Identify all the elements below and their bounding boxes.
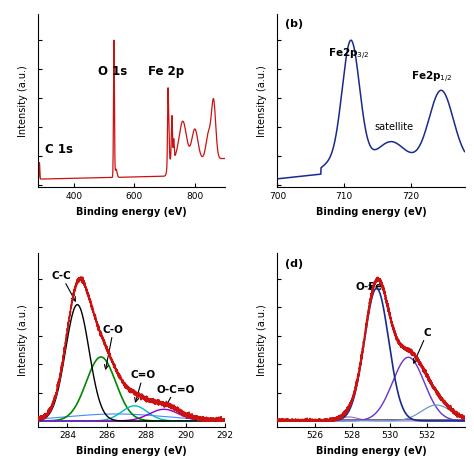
Text: Fe2p$_{1/2}$: Fe2p$_{1/2}$ bbox=[411, 70, 453, 85]
Text: O-Fe: O-Fe bbox=[356, 282, 383, 292]
Text: C-O: C-O bbox=[103, 325, 124, 369]
Text: (b): (b) bbox=[285, 19, 303, 29]
X-axis label: Binding energy (eV): Binding energy (eV) bbox=[76, 207, 187, 217]
X-axis label: Binding energy (eV): Binding energy (eV) bbox=[316, 207, 426, 217]
Y-axis label: Intensity (a.u.): Intensity (a.u.) bbox=[18, 304, 27, 376]
Text: C: C bbox=[413, 328, 431, 363]
Text: Fe2p$_{3/2}$: Fe2p$_{3/2}$ bbox=[328, 47, 369, 63]
Y-axis label: Intensity (a.u.): Intensity (a.u.) bbox=[18, 65, 27, 137]
Text: O-C=O: O-C=O bbox=[156, 384, 194, 406]
Text: (d): (d) bbox=[285, 258, 303, 269]
Text: C 1s: C 1s bbox=[46, 143, 73, 156]
Text: O 1s: O 1s bbox=[98, 65, 128, 78]
X-axis label: Binding energy (eV): Binding energy (eV) bbox=[76, 446, 187, 456]
Text: C-C: C-C bbox=[52, 271, 75, 301]
Text: C=O: C=O bbox=[130, 370, 155, 402]
Text: satellite: satellite bbox=[374, 122, 413, 132]
Y-axis label: Intensity (a.u.): Intensity (a.u.) bbox=[257, 304, 267, 376]
X-axis label: Binding energy (eV): Binding energy (eV) bbox=[316, 446, 426, 456]
Y-axis label: Intensity (a.u.): Intensity (a.u.) bbox=[257, 65, 267, 137]
Text: Fe 2p: Fe 2p bbox=[148, 65, 184, 78]
